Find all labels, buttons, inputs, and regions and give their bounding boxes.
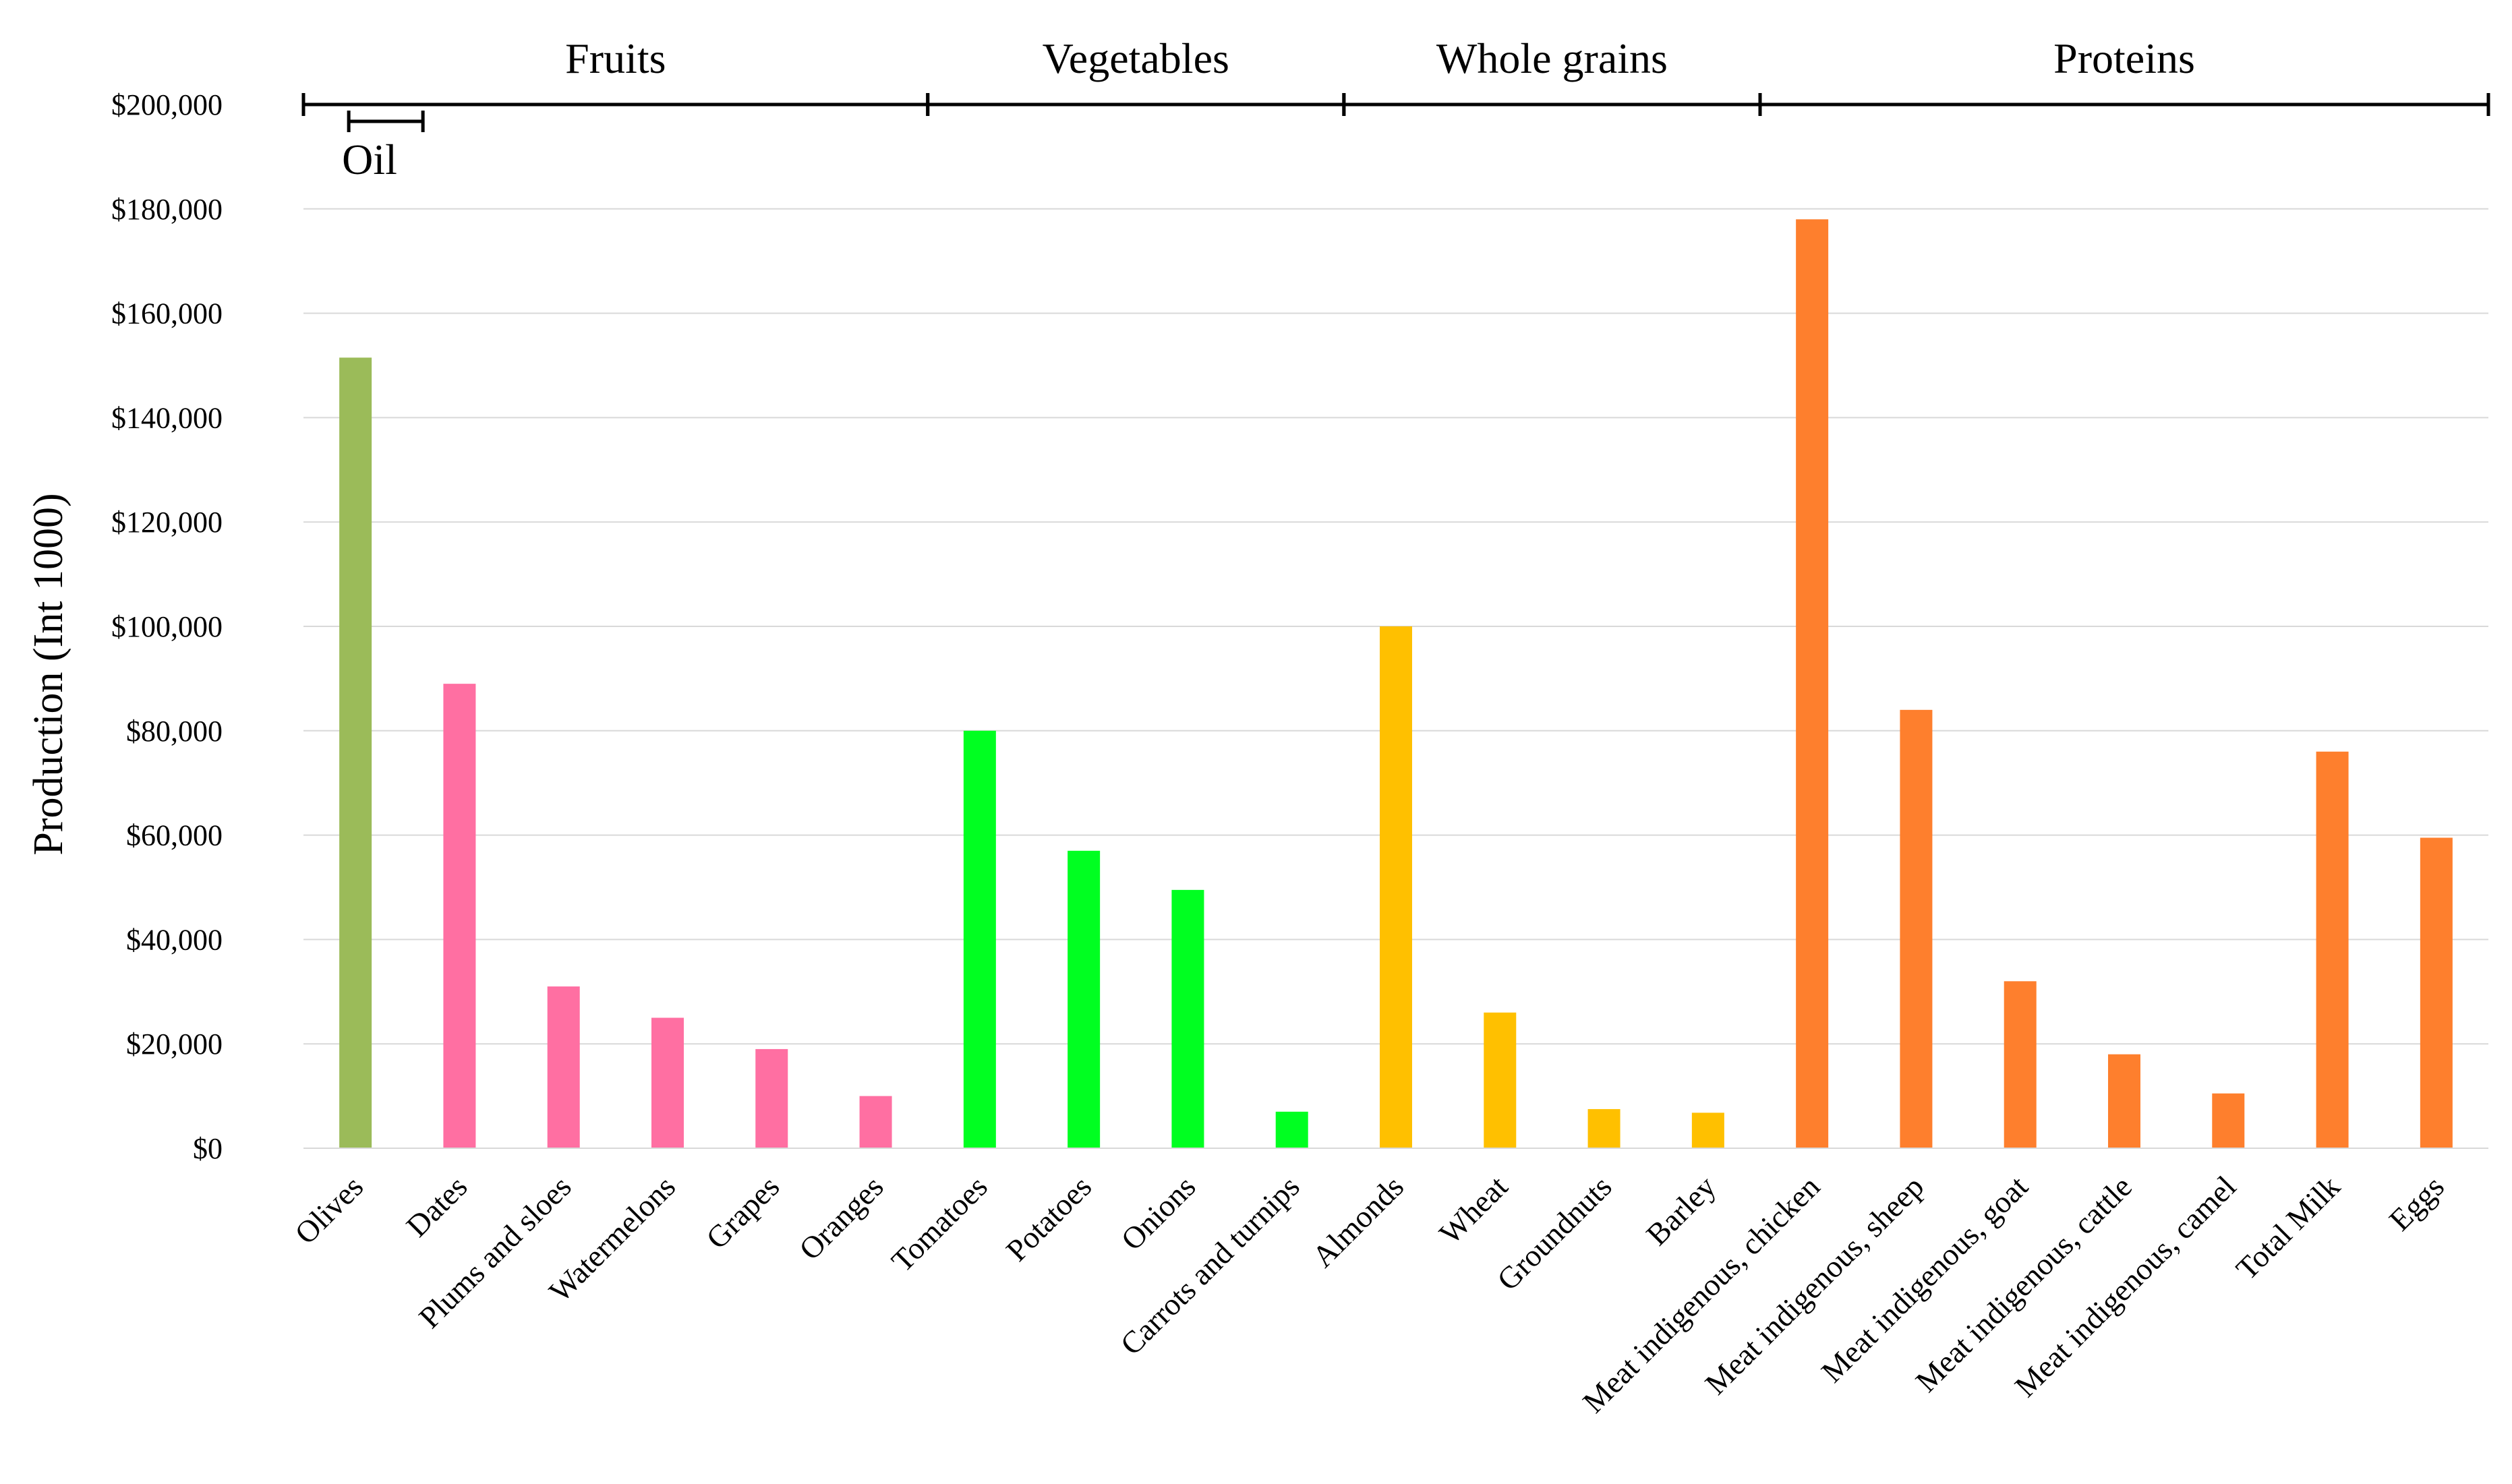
bar bbox=[651, 1017, 684, 1148]
bar bbox=[1691, 1112, 1724, 1148]
bar bbox=[1068, 850, 1101, 1148]
bar bbox=[1171, 889, 1204, 1148]
category-label: Carrots and turnips bbox=[1113, 1169, 1306, 1361]
bar bbox=[1484, 1012, 1517, 1148]
category-label: Tomatoes bbox=[885, 1169, 994, 1278]
bar bbox=[2420, 837, 2453, 1148]
category-label: Dates bbox=[399, 1169, 473, 1243]
bars bbox=[339, 219, 2453, 1148]
y-axis-title: Production (Int 1000) bbox=[26, 493, 71, 855]
bar bbox=[859, 1096, 892, 1148]
group-label-oil: Oil bbox=[342, 136, 397, 183]
category-label: Onions bbox=[1114, 1169, 1202, 1257]
bar bbox=[963, 730, 996, 1148]
category-label: Almonds bbox=[1306, 1169, 1410, 1274]
group-label: Fruits bbox=[565, 34, 666, 82]
bar bbox=[1380, 626, 1412, 1148]
bar bbox=[2108, 1054, 2140, 1148]
bar bbox=[443, 684, 476, 1148]
y-tick-label: $80,000 bbox=[126, 715, 223, 748]
bar bbox=[1275, 1111, 1308, 1148]
category-label: Total Milk bbox=[2229, 1169, 2347, 1286]
y-tick-label: $40,000 bbox=[126, 923, 223, 956]
category-label: Olives bbox=[288, 1169, 370, 1251]
bar bbox=[1796, 219, 1829, 1148]
group-brackets: Oil Fruits Vegetables Whole grains Proteins bbox=[301, 34, 2490, 183]
bar bbox=[2212, 1093, 2245, 1148]
bar bbox=[755, 1048, 788, 1148]
y-tick-label: $20,000 bbox=[126, 1028, 223, 1061]
bar bbox=[1900, 709, 1933, 1148]
category-label: Potatoes bbox=[999, 1169, 1098, 1268]
category-label: Oranges bbox=[792, 1169, 889, 1266]
y-tick-label: $100,000 bbox=[111, 610, 223, 643]
bar bbox=[2004, 981, 2037, 1148]
group-label: Whole grains bbox=[1436, 34, 1668, 82]
group-label: Vegetables bbox=[1043, 34, 1229, 82]
y-tick-label: $60,000 bbox=[126, 819, 223, 852]
y-tick-label: $120,000 bbox=[111, 506, 223, 539]
y-tick-label: $0 bbox=[193, 1132, 223, 1165]
bar bbox=[339, 357, 372, 1148]
category-label: Wheat bbox=[1432, 1169, 1514, 1251]
group-label: Proteins bbox=[2053, 34, 2195, 82]
category-label: Meat indigenous, goat bbox=[1815, 1169, 2035, 1389]
bar bbox=[547, 986, 580, 1148]
category-label: Groundnuts bbox=[1490, 1169, 1618, 1297]
bar bbox=[2316, 751, 2349, 1148]
bar bbox=[1587, 1108, 1620, 1148]
category-label: Grapes bbox=[699, 1169, 786, 1255]
category-label: Eggs bbox=[2383, 1169, 2451, 1237]
y-tick-label: $160,000 bbox=[111, 297, 223, 330]
y-tick-labels: $0 $20,000 $40,000 $60,000 $80,000 $100,000 $1… bbox=[111, 88, 223, 1165]
y-tick-label: $140,000 bbox=[111, 401, 223, 434]
category-label: Barley bbox=[1639, 1169, 1722, 1252]
y-tick-label: $180,000 bbox=[111, 193, 223, 226]
y-tick-label: $200,000 bbox=[111, 88, 223, 121]
